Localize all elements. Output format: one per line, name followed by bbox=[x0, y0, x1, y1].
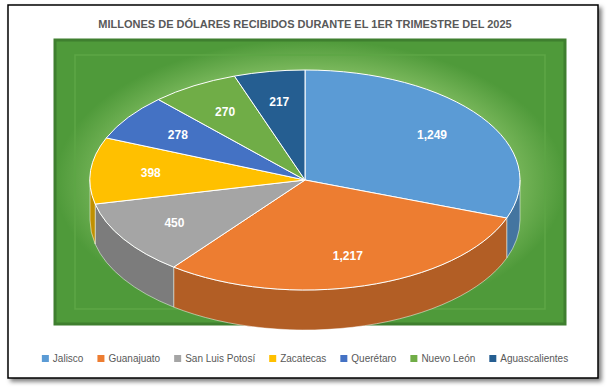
data-label: 217 bbox=[269, 95, 289, 109]
legend-item: Jalisco bbox=[42, 353, 84, 364]
legend-label: Nuevo León bbox=[421, 353, 475, 364]
legend-item: Zacatecas bbox=[269, 353, 326, 364]
data-label: 278 bbox=[168, 128, 188, 142]
frame bbox=[8, 5, 598, 378]
slice bbox=[234, 70, 305, 180]
data-label: 270 bbox=[215, 105, 235, 119]
legend-label: Aguascalientes bbox=[500, 353, 568, 364]
legend-swatch bbox=[174, 355, 181, 362]
legend-item: San Luis Potosí bbox=[174, 353, 255, 364]
plot-area bbox=[90, 70, 520, 330]
legend-swatch bbox=[489, 355, 496, 362]
legend-swatch bbox=[269, 355, 276, 362]
data-label: 398 bbox=[141, 166, 161, 180]
legend-item: Aguascalientes bbox=[489, 353, 568, 364]
chart: MILLONES DE DÓLARES RECIBIDOS DURANTE EL… bbox=[0, 0, 610, 387]
title: MILLONES DE DÓLARES RECIBIDOS DURANTE EL… bbox=[98, 18, 511, 30]
pie-top bbox=[90, 70, 520, 290]
legend-swatch bbox=[410, 355, 417, 362]
legend-label: Zacatecas bbox=[280, 353, 326, 364]
legend-item: Nuevo León bbox=[410, 353, 475, 364]
legend: Jalisco Guanajuato San Luis Potosí Zacateca… bbox=[42, 353, 568, 364]
legend-item: Querétaro bbox=[340, 353, 396, 364]
legend-label: San Luis Potosí bbox=[185, 353, 255, 364]
legend-swatch bbox=[340, 355, 347, 362]
data-label: 1,249 bbox=[417, 128, 447, 142]
legend-label: Querétaro bbox=[351, 353, 396, 364]
legend-label: Jalisco bbox=[53, 353, 84, 364]
legend-swatch bbox=[42, 355, 49, 362]
legend-label: Guanajuato bbox=[108, 353, 160, 364]
background bbox=[55, 40, 565, 324]
data-label: 450 bbox=[164, 216, 184, 230]
data-label: 1,217 bbox=[333, 249, 363, 263]
legend-swatch bbox=[97, 355, 104, 362]
legend-item: Guanajuato bbox=[97, 353, 160, 364]
data-labels: 1,249 1,217 450 398 278 270 217 bbox=[141, 95, 448, 263]
